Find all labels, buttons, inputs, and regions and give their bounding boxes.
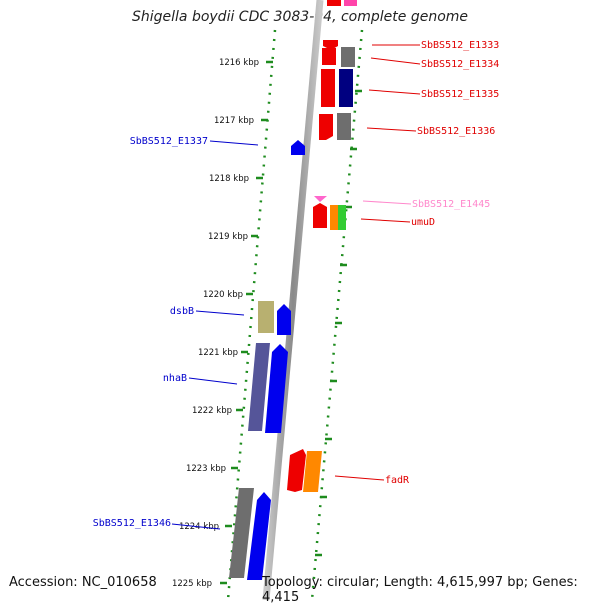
- connector-line: [368, 89, 421, 95]
- gene-label-sbbs512-e1334[interactable]: SbBS512_E1334: [421, 59, 499, 70]
- genome-title: Shigella boydii CDC 3083-94, complete ge…: [131, 9, 469, 25]
- tick-label: 1217 kbp: [214, 116, 254, 126]
- gene-feature[interactable]: [321, 69, 335, 107]
- gene-feature[interactable]: [277, 304, 291, 335]
- tick-label: 1218 kbp: [209, 174, 249, 184]
- connector-line: [362, 200, 412, 205]
- gene-feature[interactable]: [313, 203, 327, 228]
- gene-label-sbbs512-e1445[interactable]: SbBS512_E1445: [412, 199, 490, 210]
- connector-line: [360, 218, 411, 223]
- gene-label-dsbb[interactable]: dsbB: [170, 306, 194, 317]
- connector-line: [366, 127, 417, 132]
- gene-feature[interactable]: [248, 343, 270, 431]
- tick-label: 1216 kbp: [219, 58, 259, 68]
- connector-line: [334, 475, 385, 481]
- tick-label: 1219 kbp: [208, 232, 248, 242]
- gene-feature[interactable]: [229, 488, 254, 578]
- gene-feature[interactable]: [341, 47, 355, 67]
- gene-feature[interactable]: [265, 344, 288, 433]
- gene-feature[interactable]: [319, 114, 333, 140]
- tick-label: 1225 kbp: [172, 579, 212, 589]
- label-connectors: [171, 44, 421, 530]
- connector-line: [370, 57, 421, 65]
- connector-line: [209, 140, 259, 146]
- gene-feature[interactable]: [323, 40, 338, 50]
- gene-feature[interactable]: [247, 492, 271, 580]
- topology-text: Topology: circular; Length: 4,615,997 bp…: [262, 575, 578, 605]
- gene-feature[interactable]: [330, 205, 338, 230]
- gene-label-sbbs512-e1337[interactable]: SbBS512_E1337: [130, 136, 208, 147]
- gene-feature[interactable]: [338, 205, 346, 230]
- gene-label-sbbs512-e1336[interactable]: SbBS512_E1336: [417, 126, 495, 137]
- genome-backbone: [262, 0, 324, 600]
- connector-line: [195, 310, 245, 316]
- gene-features[interactable]: [229, 0, 357, 580]
- gene-feature[interactable]: [337, 113, 351, 140]
- gene-feature[interactable]: [291, 140, 305, 155]
- gene-feature[interactable]: [339, 69, 353, 107]
- tick-label: 1222 kbp: [192, 406, 232, 416]
- gene-label-fadr[interactable]: fadR: [385, 475, 410, 486]
- gene-feature[interactable]: [287, 449, 306, 492]
- connector-line: [171, 523, 221, 530]
- gene-label-sbbs512-e1335[interactable]: SbBS512_E1335: [421, 89, 499, 100]
- gene-label-nhab[interactable]: nhaB: [163, 373, 187, 384]
- tick-label: 1220 kbp: [203, 290, 243, 300]
- gene-feature[interactable]: [258, 301, 274, 333]
- gene-feature[interactable]: [344, 0, 357, 6]
- gene-label-umud[interactable]: umuD: [411, 217, 435, 228]
- accession-text: Accession: NC_010658: [9, 575, 157, 590]
- connector-line: [188, 377, 238, 385]
- tick-marks: [220, 60, 362, 585]
- gene-label-sbbs512-e1346[interactable]: SbBS512_E1346: [93, 518, 171, 529]
- gene-feature[interactable]: [322, 48, 336, 65]
- tick-label: 1221 kbp: [198, 348, 238, 358]
- gene-label-sbbs512-e1333[interactable]: SbBS512_E1333: [421, 40, 499, 51]
- tick-label: 1223 kbp: [186, 464, 226, 474]
- gene-feature[interactable]: [327, 0, 341, 6]
- gene-feature[interactable]: [314, 196, 327, 202]
- gene-feature[interactable]: [303, 451, 322, 492]
